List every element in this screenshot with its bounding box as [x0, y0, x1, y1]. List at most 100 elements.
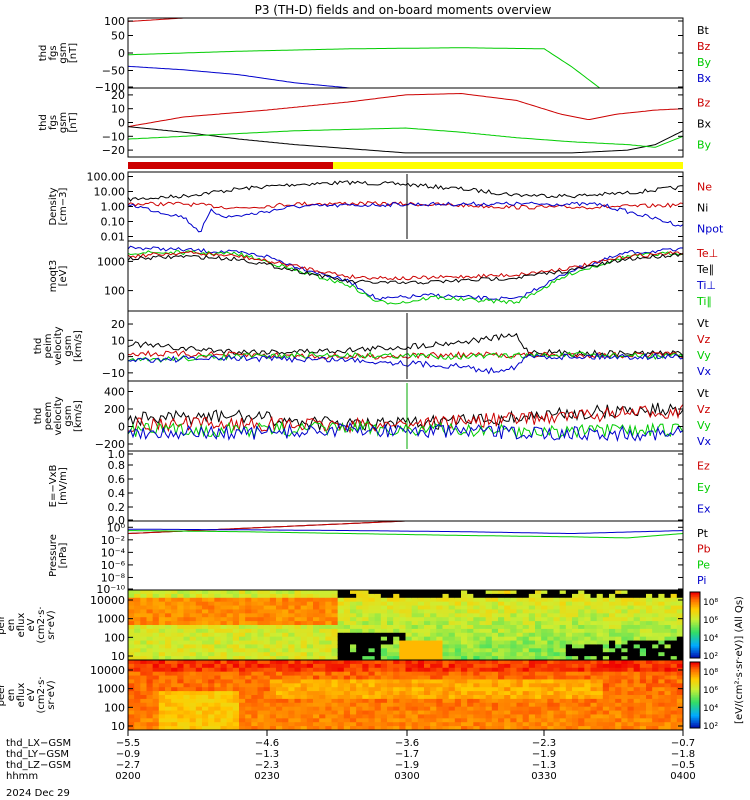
- spectrogram-cell: [214, 718, 221, 723]
- spectrogram-cell: [584, 722, 591, 727]
- spectrogram-cell: [442, 698, 450, 704]
- spectrogram-cell: [368, 613, 376, 618]
- spectrogram-cell: [380, 640, 388, 645]
- spectrogram-cell: [547, 617, 554, 622]
- colorbar-cell: [690, 638, 700, 641]
- spectrogram-cell: [504, 679, 511, 684]
- spectrogram-cell: [128, 601, 135, 607]
- spectrogram-cell: [331, 706, 339, 712]
- spectrogram-cell: [128, 648, 135, 653]
- spectrogram-cell: [596, 687, 604, 692]
- spectrogram-cell: [430, 679, 437, 684]
- spectrogram-cell: [590, 613, 598, 618]
- legend-Vt: Vt: [697, 317, 710, 330]
- spectrogram-cell: [578, 675, 585, 680]
- spectrogram-cell: [528, 706, 536, 712]
- spectrogram-cell: [140, 644, 147, 649]
- spectrogram-cell: [134, 718, 141, 723]
- spectrogram-cell: [387, 706, 394, 712]
- spectrogram-cell: [257, 710, 265, 715]
- spectrogram-cell: [658, 660, 665, 665]
- spectrogram-cell: [621, 722, 628, 727]
- spectrogram-cell: [239, 714, 246, 719]
- spectrogram-cell: [436, 660, 443, 665]
- spectrogram-cell: [461, 605, 468, 610]
- spectrogram-cell: [528, 590, 536, 595]
- spectrogram-cell: [590, 601, 598, 607]
- spectrogram-cell: [535, 628, 542, 634]
- spectrogram-cell: [362, 714, 369, 719]
- spectrogram-cell: [337, 687, 345, 692]
- spectrogram-cell: [380, 706, 388, 712]
- colorbar-cell: [690, 680, 700, 683]
- spectrogram-cell: [232, 632, 240, 638]
- spectrogram-cell: [633, 590, 641, 595]
- spectrogram-cell: [405, 687, 413, 692]
- spectrogram-cell: [171, 597, 178, 603]
- spectrogram-cell: [300, 590, 308, 595]
- spectrogram-cell: [380, 667, 388, 673]
- spectrogram-cell: [214, 675, 221, 680]
- spectrogram-cell: [627, 597, 635, 603]
- spectrogram-cell: [343, 691, 351, 696]
- spectrogram-cell: [565, 679, 573, 684]
- spectrogram-cell: [319, 593, 326, 599]
- spectrogram-cell: [393, 714, 400, 719]
- spectrogram-cell: [374, 601, 382, 607]
- spectrogram-cell: [146, 667, 154, 673]
- spectrogram-cell: [220, 601, 228, 607]
- spectrogram-cell: [269, 590, 277, 595]
- spectrogram-cell: [528, 695, 536, 700]
- spectrogram-cell: [646, 679, 653, 684]
- spectrogram-cell: [202, 656, 209, 661]
- spectrogram-cell: [491, 683, 499, 688]
- spectrogram-cell: [288, 660, 295, 665]
- spectrogram-cell: [498, 663, 505, 669]
- spectrogram-cell: [590, 675, 598, 680]
- colorbar-cell: [690, 643, 700, 646]
- spectrogram-cell: [257, 644, 265, 649]
- spectrogram-cell: [269, 652, 277, 657]
- status-bar-yellow: [333, 162, 683, 169]
- spectrogram-cell: [331, 663, 339, 669]
- spectrogram-cell: [522, 644, 530, 649]
- spectrogram-cell: [140, 679, 147, 684]
- spectrogram-cell: [356, 625, 363, 630]
- spectrogram-cell: [491, 687, 499, 692]
- spectrogram-cell: [516, 679, 524, 684]
- spectrogram-cell: [374, 714, 382, 719]
- spectrogram-cell: [491, 675, 499, 680]
- spectrogram-cell: [325, 597, 332, 603]
- spectrogram-cell: [417, 679, 425, 684]
- y-axis-label: Density [cm−3]: [48, 187, 69, 225]
- legend-By: By: [697, 56, 712, 69]
- spectrogram-cell: [633, 640, 641, 645]
- spectrogram-cell: [189, 632, 197, 638]
- spectrogram-cell: [362, 722, 369, 727]
- spectrogram-cell: [602, 714, 610, 719]
- spectrogram-cell: [535, 691, 542, 696]
- colorbar-cell: [690, 623, 700, 626]
- spectrogram-cell: [454, 687, 462, 692]
- spectrogram-cell: [596, 609, 604, 614]
- spectrogram-cell: [356, 726, 363, 731]
- ytick-label: 1000: [97, 613, 125, 626]
- spectrogram-cell: [177, 640, 184, 645]
- spectrogram-cell: [368, 652, 376, 657]
- spectrogram-cell: [134, 593, 141, 599]
- spectrogram-cell: [313, 714, 320, 719]
- spectrogram-cell: [658, 601, 665, 607]
- spectrogram-cell: [337, 679, 345, 684]
- spectrogram-cell: [467, 590, 474, 595]
- spectrogram-cell: [208, 660, 215, 665]
- spectrogram-cell: [393, 632, 400, 638]
- spectrogram-cell: [411, 644, 419, 649]
- spectrogram-cell: [189, 679, 197, 684]
- spectrogram-cell: [664, 609, 672, 614]
- spectrogram-cell: [639, 621, 647, 626]
- spectrogram-cell: [128, 656, 135, 661]
- spectrogram-cell: [356, 722, 363, 727]
- spectrogram-cell: [300, 605, 308, 610]
- spectrogram-cell: [516, 695, 524, 700]
- spectrogram-cell: [559, 706, 567, 712]
